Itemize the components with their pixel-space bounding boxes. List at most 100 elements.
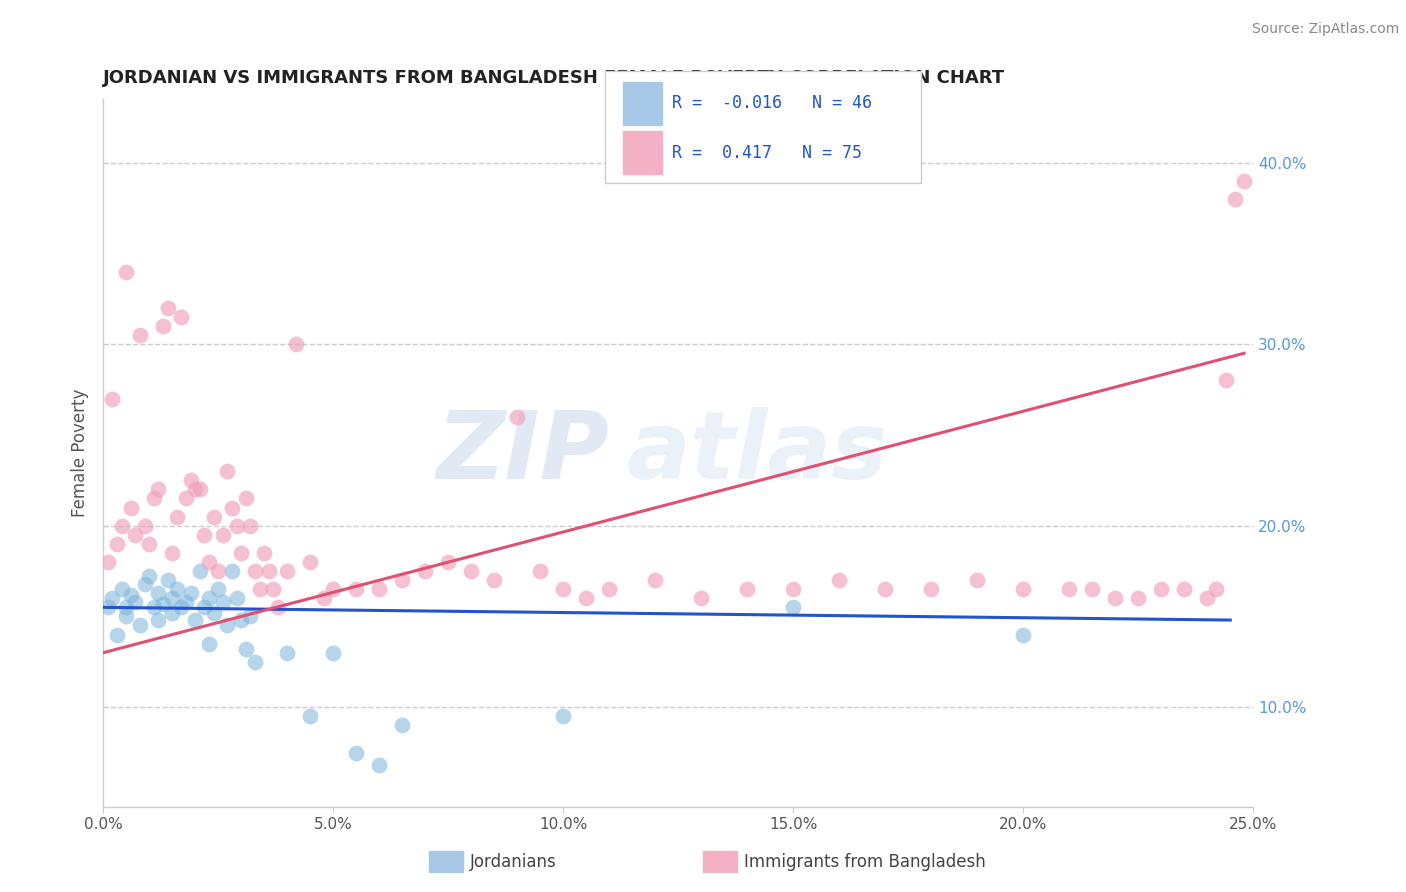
Point [221, 564, 243, 578]
Point [211, 527, 233, 541]
Point [299, 709, 322, 723]
Point [299, 555, 322, 569]
Point [235, 642, 257, 657]
Point [243, 564, 266, 578]
Point [152, 597, 174, 611]
Point [460, 564, 482, 578]
Point [276, 564, 298, 578]
Point [391, 573, 413, 587]
Point [207, 564, 229, 578]
Point [124, 527, 146, 541]
Point [115, 609, 138, 624]
Point [644, 573, 666, 587]
Point [207, 582, 229, 597]
Point [198, 591, 221, 606]
Point [110, 518, 132, 533]
Point [166, 582, 188, 597]
Point [529, 564, 551, 578]
Point [160, 546, 183, 560]
Point [115, 600, 138, 615]
Point [1197, 591, 1219, 606]
Point [239, 609, 262, 624]
Point [198, 555, 221, 569]
Point [174, 491, 197, 506]
Point [239, 518, 262, 533]
Point [138, 537, 160, 551]
Point [391, 718, 413, 732]
Point [235, 491, 257, 506]
Point [1057, 582, 1080, 597]
Point [217, 618, 239, 632]
Point [105, 627, 128, 641]
Point [920, 582, 942, 597]
Point [211, 595, 233, 609]
Point [368, 758, 391, 772]
Point [174, 595, 197, 609]
Point [1205, 582, 1227, 597]
Point [129, 618, 152, 632]
Point [134, 576, 156, 591]
Point [101, 392, 124, 406]
Point [156, 301, 179, 315]
Point [322, 582, 344, 597]
Text: atlas: atlas [627, 407, 887, 500]
Point [134, 518, 156, 533]
Point [180, 473, 202, 487]
Point [782, 600, 804, 615]
Point [184, 483, 207, 497]
Text: ZIP: ZIP [436, 407, 609, 500]
Point [253, 546, 276, 560]
Point [344, 746, 367, 760]
Point [138, 569, 160, 583]
Point [152, 319, 174, 334]
Point [217, 464, 239, 478]
Point [160, 606, 183, 620]
Point [1215, 374, 1237, 388]
Point [1012, 627, 1035, 641]
Point [966, 573, 988, 587]
Point [1081, 582, 1104, 597]
Point [180, 586, 202, 600]
Point [142, 491, 165, 506]
Y-axis label: Female Poverty: Female Poverty [72, 389, 89, 517]
Point [828, 573, 851, 587]
Point [249, 582, 271, 597]
Point [782, 582, 804, 597]
Point [413, 564, 436, 578]
Point [257, 564, 280, 578]
Text: JORDANIAN VS IMMIGRANTS FROM BANGLADESH FEMALE POVERTY CORRELATION CHART: JORDANIAN VS IMMIGRANTS FROM BANGLADESH … [103, 69, 1005, 87]
Point [243, 655, 266, 669]
Point [1233, 174, 1256, 188]
Point [285, 337, 308, 351]
Point [202, 509, 225, 524]
Point [110, 582, 132, 597]
Point [312, 591, 335, 606]
Point [166, 509, 188, 524]
Point [97, 555, 120, 569]
Point [575, 591, 598, 606]
Point [690, 591, 713, 606]
Point [267, 600, 290, 615]
Point [276, 646, 298, 660]
Point [735, 582, 758, 597]
Point [225, 518, 247, 533]
Point [344, 582, 367, 597]
Point [1223, 192, 1246, 206]
Point [156, 573, 179, 587]
Point [148, 586, 170, 600]
Text: R =  -0.016   N = 46: R = -0.016 N = 46 [672, 95, 872, 112]
Point [184, 613, 207, 627]
Point [129, 328, 152, 343]
Point [553, 582, 575, 597]
Point [1012, 582, 1035, 597]
Point [1173, 582, 1195, 597]
Point [875, 582, 897, 597]
Point [202, 606, 225, 620]
Point [105, 537, 128, 551]
Point [193, 527, 215, 541]
Point [198, 637, 221, 651]
Point [553, 709, 575, 723]
Point [170, 310, 193, 324]
Point [193, 600, 215, 615]
Point [1150, 582, 1173, 597]
